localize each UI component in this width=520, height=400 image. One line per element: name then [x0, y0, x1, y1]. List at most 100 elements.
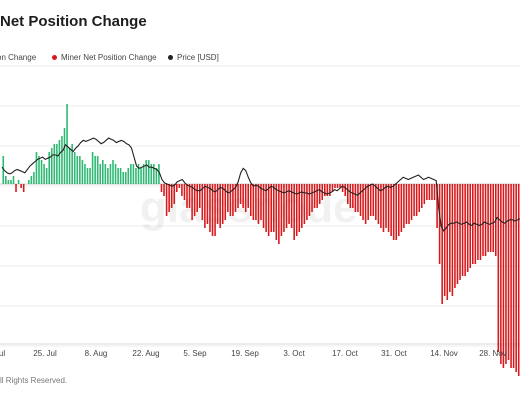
bar [349, 184, 352, 208]
bar [515, 184, 517, 372]
bar [372, 184, 375, 216]
bar [204, 184, 206, 228]
x-tick-label: 25. Jul [33, 349, 57, 358]
bar [438, 184, 441, 264]
bar [336, 184, 339, 188]
x-tick-label: 17. Oct [332, 349, 359, 358]
bar [28, 180, 30, 184]
legend-item-miner-net-position-change[interactable]: Miner Net Position Change [52, 53, 157, 62]
bar [395, 184, 398, 240]
bar [446, 184, 449, 300]
bar [326, 184, 329, 196]
bar [229, 184, 232, 216]
bar [119, 168, 122, 184]
bar [114, 164, 117, 184]
bar [339, 184, 341, 188]
bar [170, 184, 173, 208]
bar [127, 168, 130, 184]
bar [405, 184, 408, 224]
bar [104, 164, 107, 184]
bar [464, 184, 466, 276]
bar [288, 184, 290, 224]
bar [7, 180, 10, 184]
bar [10, 180, 12, 184]
x-tick-label: ul [0, 349, 5, 358]
bar [466, 184, 469, 272]
bar [15, 184, 17, 192]
bar [107, 168, 109, 184]
bar [270, 184, 272, 232]
legend-item-price[interactable]: Price [USD] [168, 53, 219, 62]
bar [140, 168, 142, 184]
legend-swatch-red [52, 55, 57, 60]
x-tick-label: 8. Aug [85, 349, 108, 358]
bar [303, 184, 306, 224]
bar [198, 184, 201, 208]
bar [497, 184, 500, 352]
bar [423, 184, 426, 204]
bar [61, 136, 63, 184]
bar [272, 184, 275, 232]
bar [275, 184, 278, 240]
legend-item-position-change[interactable]: on Change [0, 53, 36, 62]
bar [408, 184, 410, 224]
bar [71, 144, 73, 184]
bar [137, 164, 140, 184]
bar [329, 184, 331, 196]
bar [122, 172, 124, 184]
bar [43, 164, 45, 184]
bar [502, 184, 505, 368]
legend-swatch-black [168, 55, 173, 60]
bar [420, 184, 423, 208]
bar [227, 184, 229, 212]
bar [454, 184, 456, 288]
bar [505, 184, 507, 364]
bar [160, 184, 163, 192]
bar [252, 184, 255, 220]
bar [377, 184, 380, 224]
bar [89, 168, 91, 184]
bar [492, 184, 494, 252]
bar [124, 172, 127, 184]
bar [477, 184, 479, 260]
bar [267, 184, 270, 236]
bar [181, 184, 183, 196]
bar [112, 160, 114, 184]
bar [318, 184, 321, 204]
bar [165, 184, 168, 216]
bar [188, 184, 191, 208]
bar [265, 184, 267, 232]
bar [66, 104, 68, 184]
bar [201, 184, 204, 220]
bar [38, 156, 40, 184]
bar [30, 176, 33, 184]
legend-label: Price [USD] [177, 53, 219, 62]
bar [163, 184, 165, 196]
bar [260, 184, 262, 220]
x-tick-label: 19. Sep [231, 349, 259, 358]
bar [209, 184, 211, 232]
bar [224, 184, 227, 220]
bar [375, 184, 377, 220]
bar [45, 168, 48, 184]
bar [364, 184, 367, 224]
bar [512, 184, 515, 368]
bar [316, 184, 318, 208]
bar [369, 184, 372, 216]
bar [449, 184, 451, 292]
bar [91, 152, 94, 184]
bar [33, 172, 35, 184]
bar [135, 168, 137, 184]
bar [214, 184, 216, 236]
bar [403, 184, 405, 228]
bar [410, 184, 413, 220]
bar [500, 184, 502, 364]
bar [308, 184, 311, 216]
bar [456, 184, 459, 284]
bar [73, 152, 76, 184]
bar [178, 184, 181, 188]
bar [242, 184, 244, 208]
bar [81, 160, 84, 184]
bar [84, 164, 86, 184]
